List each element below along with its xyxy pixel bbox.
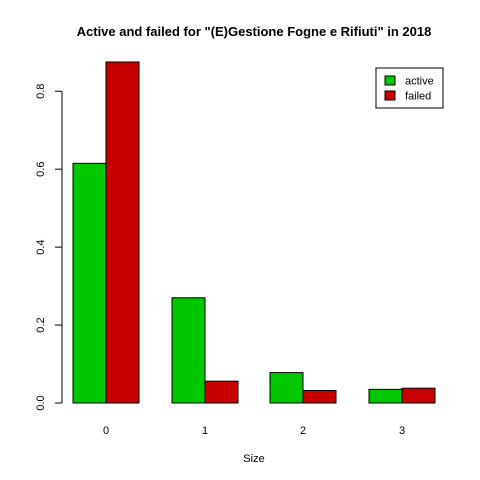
bar-active-1 — [171, 297, 206, 404]
y-tick-label: 0.2 — [35, 317, 47, 332]
chart-title: Active and failed for "(E)Gestione Fogne… — [77, 24, 432, 39]
y-tick-label: 0.8 — [35, 84, 47, 99]
bar-active-3 — [368, 388, 403, 404]
bar-failed-1 — [204, 380, 239, 404]
x-tick-label: 1 — [202, 425, 208, 437]
legend-label-failed: failed — [405, 91, 431, 103]
x-axis-label: Size — [243, 453, 264, 465]
bar-failed-0 — [105, 61, 140, 404]
x-axis-ticks: 0 1 2 3 — [103, 425, 405, 437]
y-tick-label: 0.0 — [35, 395, 47, 410]
bar-failed-2 — [302, 390, 337, 404]
y-tick-label: 0.4 — [35, 239, 47, 254]
legend-swatch-failed — [384, 90, 396, 101]
x-tick-label: 0 — [103, 425, 109, 437]
legend-swatch-active — [384, 75, 396, 86]
legend: active failed — [375, 67, 444, 109]
legend-label-active: active — [405, 76, 434, 88]
y-tick-label: 0.6 — [35, 162, 47, 177]
bar-failed-3 — [401, 387, 436, 404]
x-tick-label: 2 — [300, 425, 306, 437]
y-axis: 0.0 0.2 0.4 0.6 0.8 — [35, 84, 63, 411]
bar-active-2 — [269, 372, 304, 404]
bar-active-0 — [72, 162, 107, 404]
legend-box — [375, 67, 444, 109]
bars-group — [72, 61, 436, 404]
x-tick-label: 3 — [399, 425, 405, 437]
